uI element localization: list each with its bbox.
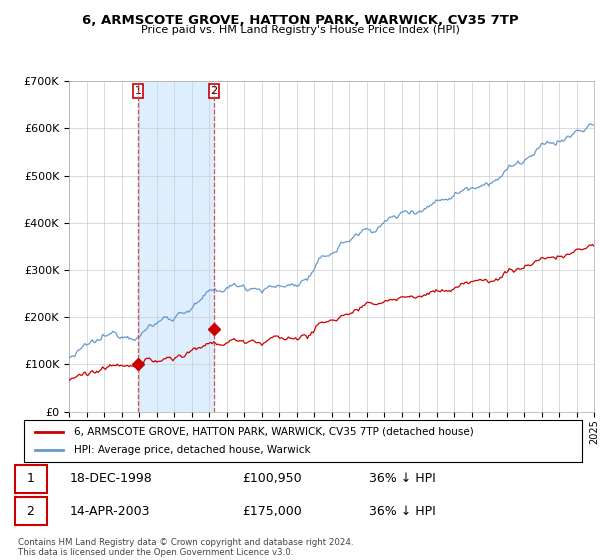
Text: 6, ARMSCOTE GROVE, HATTON PARK, WARWICK, CV35 7TP (detached house): 6, ARMSCOTE GROVE, HATTON PARK, WARWICK,… — [74, 427, 474, 437]
FancyBboxPatch shape — [15, 497, 47, 525]
Bar — [139, 81, 214, 412]
Text: 1: 1 — [26, 473, 34, 486]
Text: 2: 2 — [211, 86, 217, 96]
Text: 18-DEC-1998: 18-DEC-1998 — [70, 473, 152, 486]
Text: Contains HM Land Registry data © Crown copyright and database right 2024.
This d: Contains HM Land Registry data © Crown c… — [18, 538, 353, 557]
Text: 2: 2 — [26, 505, 34, 517]
Text: 36% ↓ HPI: 36% ↓ HPI — [369, 505, 436, 517]
Text: 14-APR-2003: 14-APR-2003 — [70, 505, 150, 517]
Text: £175,000: £175,000 — [242, 505, 302, 517]
Text: 6, ARMSCOTE GROVE, HATTON PARK, WARWICK, CV35 7TP: 6, ARMSCOTE GROVE, HATTON PARK, WARWICK,… — [82, 14, 518, 27]
Text: 36% ↓ HPI: 36% ↓ HPI — [369, 473, 436, 486]
Text: Price paid vs. HM Land Registry's House Price Index (HPI): Price paid vs. HM Land Registry's House … — [140, 25, 460, 35]
FancyBboxPatch shape — [15, 465, 47, 493]
Text: HPI: Average price, detached house, Warwick: HPI: Average price, detached house, Warw… — [74, 445, 311, 455]
Text: £100,950: £100,950 — [242, 473, 302, 486]
Text: 1: 1 — [135, 86, 142, 96]
